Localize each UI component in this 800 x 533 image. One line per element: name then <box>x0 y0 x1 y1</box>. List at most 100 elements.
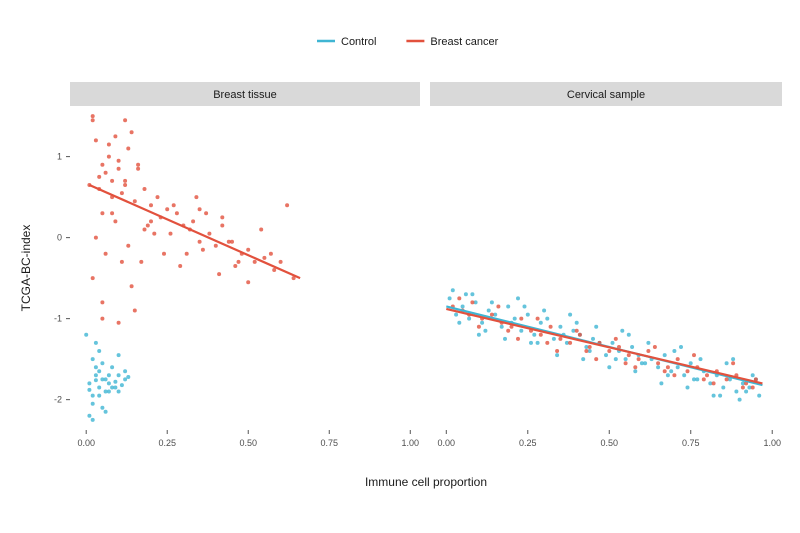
point-control <box>106 373 111 378</box>
point-control <box>620 328 625 333</box>
point-control <box>747 385 752 390</box>
point-control <box>727 377 732 382</box>
point-control <box>672 349 677 353</box>
point-control <box>675 365 680 370</box>
point-breast-cancer <box>93 235 98 240</box>
point-control <box>483 328 488 333</box>
point-control <box>591 336 595 341</box>
point-breast-cancer <box>476 324 481 329</box>
point-control <box>493 312 498 317</box>
point-control <box>564 340 569 345</box>
point-control <box>97 393 102 398</box>
point-control <box>545 316 550 321</box>
point-breast-cancer <box>753 377 758 382</box>
point-breast-cancer <box>149 203 153 208</box>
point-control <box>463 292 468 297</box>
point-breast-cancer <box>220 215 225 220</box>
point-breast-cancer <box>230 239 234 244</box>
point-breast-cancer <box>93 138 98 143</box>
point-breast-cancer <box>110 211 115 216</box>
point-breast-cancer <box>220 223 225 228</box>
point-breast-cancer <box>103 251 108 256</box>
point-breast-cancer <box>259 227 264 232</box>
point-control <box>731 357 736 362</box>
point-breast-cancer <box>174 211 179 216</box>
point-breast-cancer <box>555 349 560 353</box>
point-breast-cancer <box>152 231 157 236</box>
point-control <box>116 353 121 358</box>
point-control <box>87 413 92 418</box>
point-breast-cancer <box>217 272 222 277</box>
point-control <box>97 369 102 374</box>
point-breast-cancer <box>119 191 124 196</box>
point-control <box>97 349 102 353</box>
point-breast-cancer <box>113 134 118 139</box>
point-control <box>503 336 507 341</box>
point-breast-cancer <box>123 178 128 183</box>
point-control <box>734 389 739 394</box>
point-breast-cancer <box>207 231 212 236</box>
point-breast-cancer <box>194 195 199 200</box>
point-control <box>123 377 128 382</box>
point-control <box>532 332 537 337</box>
x-tick-label: 0.25 <box>158 438 176 448</box>
point-breast-cancer <box>90 118 95 123</box>
point-control <box>506 304 511 309</box>
point-control <box>555 353 560 358</box>
facet-strip-cervical-sample <box>430 82 782 106</box>
point-breast-cancer <box>129 130 134 135</box>
point-breast-cancer <box>184 251 189 256</box>
point-breast-cancer <box>142 187 147 191</box>
point-breast-cancer <box>285 203 290 208</box>
x-tick-label: 0.00 <box>77 438 95 448</box>
point-control <box>522 304 527 309</box>
point-breast-cancer <box>113 219 118 224</box>
point-control <box>574 320 579 325</box>
point-control <box>682 373 687 378</box>
point-breast-cancer <box>246 280 251 285</box>
point-control <box>568 312 573 317</box>
point-breast-cancer <box>116 158 121 163</box>
point-control <box>460 304 465 309</box>
point-breast-cancer <box>278 259 283 264</box>
y-tick-label: 1 <box>57 152 62 162</box>
point-control <box>480 320 485 325</box>
y-tick-label: -1 <box>54 314 62 324</box>
point-breast-cancer <box>103 170 108 175</box>
point-breast-cancer <box>197 207 202 212</box>
point-control <box>93 365 98 370</box>
facet-strip-breast-tissue <box>70 82 420 106</box>
point-breast-cancer <box>142 227 147 232</box>
point-control <box>571 328 576 333</box>
point-control <box>594 324 599 329</box>
point-control <box>119 383 124 388</box>
point-control <box>113 385 118 390</box>
point-control <box>695 377 700 382</box>
x-axis-title: Immune cell proportion <box>365 475 487 489</box>
point-breast-cancer <box>574 328 579 333</box>
point-breast-cancer <box>106 142 111 147</box>
point-breast-cancer <box>197 239 202 244</box>
point-breast-cancer <box>496 304 501 309</box>
point-control <box>87 381 92 386</box>
point-breast-cancer <box>623 361 628 366</box>
point-breast-cancer <box>740 385 745 390</box>
point-control <box>516 296 520 301</box>
point-control <box>708 381 713 386</box>
point-breast-cancer <box>90 276 95 281</box>
point-control <box>90 401 95 406</box>
x-tick-label: 0.75 <box>682 438 700 448</box>
point-control <box>643 361 648 366</box>
point-breast-cancer <box>126 243 131 248</box>
legend-label-breast-cancer: Breast cancer <box>430 36 498 48</box>
point-control <box>529 340 533 345</box>
point-control <box>100 405 105 410</box>
y-tick-label: -2 <box>54 395 62 405</box>
point-control <box>90 393 95 398</box>
point-breast-cancer <box>646 349 651 353</box>
point-breast-cancer <box>584 349 589 353</box>
point-control <box>93 378 98 383</box>
point-control <box>679 345 683 349</box>
point-breast-cancer <box>106 154 111 159</box>
